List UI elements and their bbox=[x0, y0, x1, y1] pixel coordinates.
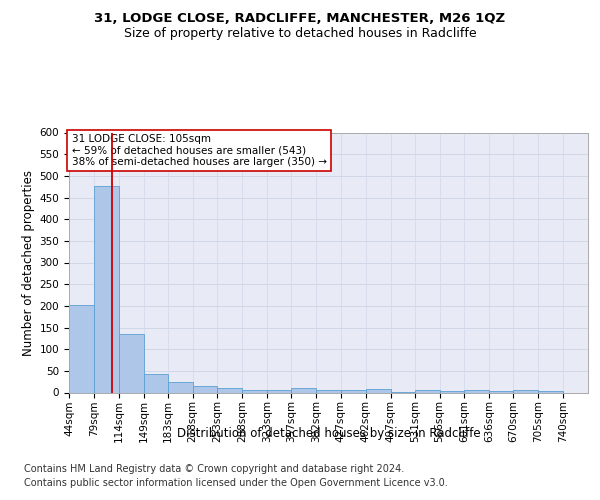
Text: Contains public sector information licensed under the Open Government Licence v3: Contains public sector information licen… bbox=[24, 478, 448, 488]
Bar bbox=[440, 391, 464, 392]
Bar bbox=[316, 390, 341, 392]
Text: Contains HM Land Registry data © Crown copyright and database right 2024.: Contains HM Land Registry data © Crown c… bbox=[24, 464, 404, 474]
Bar bbox=[242, 390, 267, 392]
Bar bbox=[464, 390, 490, 392]
Bar bbox=[415, 390, 440, 392]
Text: 31 LODGE CLOSE: 105sqm
← 59% of detached houses are smaller (543)
38% of semi-de: 31 LODGE CLOSE: 105sqm ← 59% of detached… bbox=[71, 134, 326, 167]
Text: 31, LODGE CLOSE, RADCLIFFE, MANCHESTER, M26 1QZ: 31, LODGE CLOSE, RADCLIFFE, MANCHESTER, … bbox=[94, 12, 506, 26]
Bar bbox=[267, 390, 291, 392]
Bar bbox=[291, 388, 316, 392]
Bar bbox=[490, 391, 514, 392]
Text: Size of property relative to detached houses in Radcliffe: Size of property relative to detached ho… bbox=[124, 28, 476, 40]
Bar bbox=[119, 334, 143, 392]
Y-axis label: Number of detached properties: Number of detached properties bbox=[22, 170, 35, 356]
Bar bbox=[167, 382, 193, 392]
Bar bbox=[341, 390, 366, 392]
Bar bbox=[143, 374, 167, 392]
Bar bbox=[217, 388, 242, 392]
Bar bbox=[366, 389, 391, 392]
Bar bbox=[69, 304, 94, 392]
Bar bbox=[193, 386, 217, 392]
Text: Distribution of detached houses by size in Radcliffe: Distribution of detached houses by size … bbox=[177, 428, 481, 440]
Bar bbox=[94, 186, 119, 392]
Bar bbox=[538, 391, 563, 392]
Bar bbox=[514, 390, 538, 392]
